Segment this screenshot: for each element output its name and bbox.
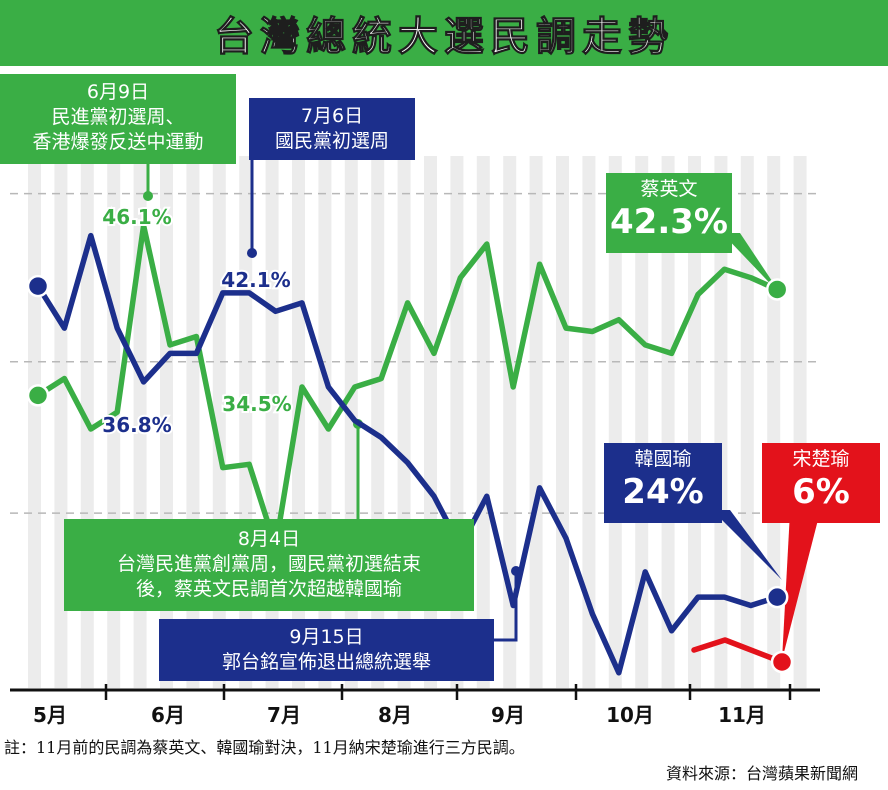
callout-tsai: 蔡英文 42.3%: [606, 173, 732, 253]
leader-jul6-dot: [247, 248, 257, 258]
footnote: 註：11月前的民調為蔡英文、韓國瑜對決，11月納宋楚瑜進行三方民調。: [4, 734, 525, 758]
stripe: [556, 156, 569, 688]
data-label: 46.1%: [102, 205, 171, 229]
stripe: [794, 156, 807, 688]
callout-soong-value: 6%: [762, 472, 880, 512]
annotation-aug4-text2: 後，蔡英文民調首次超越韓國瑜: [64, 577, 474, 602]
source-credit: 資料來源：台灣蘋果新聞網: [666, 760, 858, 784]
annotation-jul6-text: 國民黨初選周: [249, 129, 415, 154]
month-label: 8月: [378, 703, 412, 727]
callout-han-name: 韓國瑜: [604, 447, 722, 472]
annotation-aug4: 8月4日 台灣民進黨創黨周，國民黨初選結束 後，蔡英文民調首次超越韓國瑜: [64, 519, 474, 611]
soong-end-point: [772, 652, 792, 672]
annotation-aug4-date: 8月4日: [64, 527, 474, 552]
callout-tsai-name: 蔡英文: [606, 177, 732, 202]
annotation-jun9: 6月9日 民進黨初選周、 香港爆發反送中運動: [0, 74, 236, 164]
callout-han: 韓國瑜 24%: [604, 443, 722, 523]
month-label: 6月: [151, 703, 185, 727]
tsai-end-point: [767, 279, 787, 299]
stripe: [28, 156, 41, 688]
tsai-start-point: [28, 385, 48, 405]
annotation-sep15-date: 9月15日: [159, 625, 494, 650]
x-axis: 5月 6月 7月 8月 9月 10月 11月: [10, 684, 820, 727]
month-label: 7月: [267, 703, 301, 727]
data-label: 36.8%: [102, 413, 171, 437]
annotation-sep15-text: 郭台銘宣佈退出總統選舉: [159, 650, 494, 675]
callout-soong: 宋楚瑜 6%: [762, 443, 880, 523]
callout-soong-name: 宋楚瑜: [762, 447, 880, 472]
data-label: 42.1%: [221, 268, 290, 292]
callout-tsai-value: 42.3%: [606, 202, 732, 242]
data-label: 34.5%: [222, 392, 291, 416]
month-label: 5月: [33, 703, 67, 727]
month-label: 9月: [491, 703, 525, 727]
stripe: [530, 156, 543, 688]
han-start-point: [28, 276, 48, 296]
annotation-jul6-date: 7月6日: [249, 104, 415, 129]
annotation-jun9-date: 6月9日: [0, 80, 236, 105]
leader-jun9-dot: [143, 191, 153, 201]
han-end-point: [767, 587, 787, 607]
annotation-jul6: 7月6日 國民黨初選周: [249, 98, 415, 160]
month-label: 11月: [718, 703, 766, 727]
stripe: [741, 156, 754, 688]
annotation-sep15: 9月15日 郭台銘宣佈退出總統選舉: [159, 619, 494, 681]
chart-title: 台灣總統大選民調走勢: [214, 4, 674, 62]
stripe: [477, 156, 490, 688]
annotation-jun9-text: 民進黨初選周、: [0, 105, 236, 130]
annotation-aug4-text: 台灣民進黨創黨周，國民黨初選結束: [64, 552, 474, 577]
annotation-jun9-text2: 香港爆發反送中運動: [0, 130, 236, 155]
callout-han-value: 24%: [604, 472, 722, 512]
stripe: [503, 156, 516, 688]
month-label: 10月: [606, 703, 654, 727]
title-banner: 台灣總統大選民調走勢: [0, 0, 888, 66]
